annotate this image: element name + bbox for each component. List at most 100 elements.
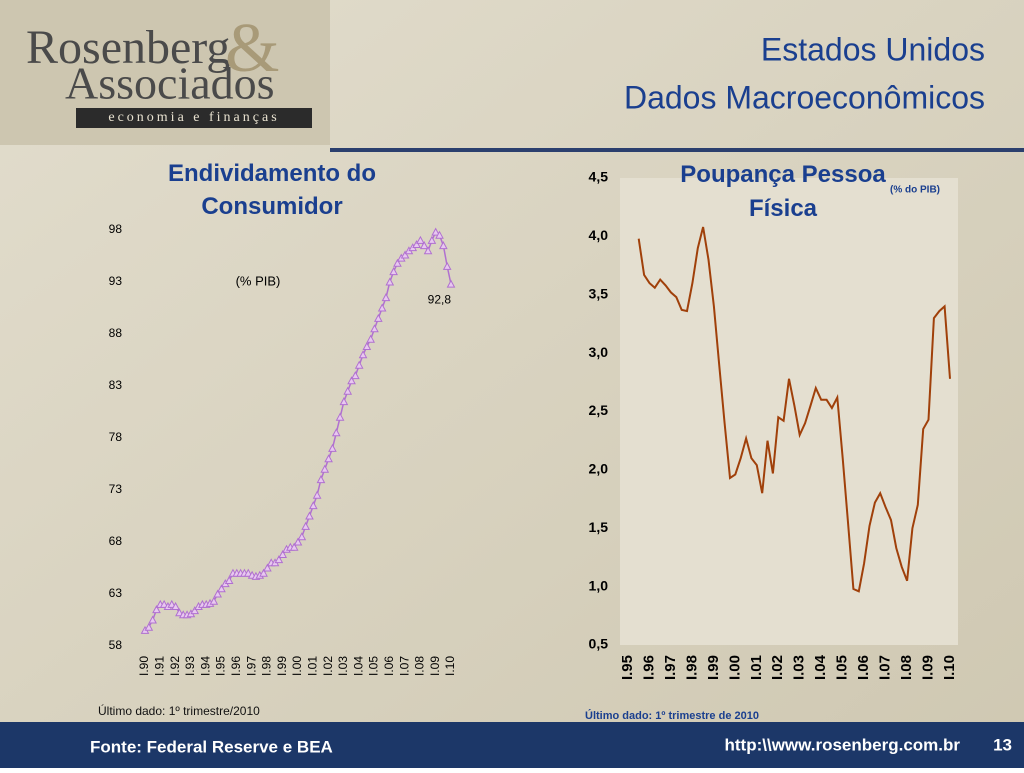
- x-tick-label: I.08: [413, 656, 427, 676]
- logo-tagline: economia e finanças: [108, 110, 279, 125]
- footer-source: Fonte: Federal Reserve e BEA: [90, 737, 333, 756]
- x-tick-label: I.00: [290, 656, 304, 676]
- x-tick-label: I.91: [152, 656, 166, 676]
- y-tick-label: 83: [109, 378, 123, 392]
- x-tick-label: I.02: [769, 655, 786, 680]
- data-point: [423, 246, 433, 255]
- x-tick-label: I.98: [260, 656, 274, 676]
- logo-name: Associados: [65, 58, 275, 109]
- data-point: [328, 443, 337, 452]
- data-point: [442, 261, 452, 270]
- data-point: [167, 599, 177, 608]
- data-point: [263, 563, 272, 572]
- data-point: [293, 537, 303, 546]
- data-point: [389, 267, 398, 276]
- data-point: [412, 240, 421, 249]
- data-point: [224, 575, 234, 584]
- header-rule: [330, 148, 1024, 152]
- data-point: [370, 324, 379, 333]
- data-point: [278, 549, 288, 558]
- data-point: [274, 555, 284, 564]
- data-point: [316, 475, 326, 484]
- x-tick-label: I.94: [198, 656, 212, 676]
- x-tick-label: I.97: [662, 655, 679, 680]
- x-tick-label: I.96: [640, 655, 657, 680]
- x-tick-label: I.05: [834, 655, 851, 680]
- x-tick-label: I.09: [428, 656, 442, 676]
- data-point: [175, 608, 184, 617]
- x-tick-label: I.01: [305, 656, 319, 676]
- data-point: [393, 258, 402, 267]
- x-tick-label: I.95: [214, 656, 228, 676]
- y-tick-label: 4,0: [589, 227, 609, 243]
- chart-title: Endividamento do Consumidor: [168, 160, 376, 220]
- data-point: [305, 511, 314, 520]
- x-tick-label: I.04: [351, 656, 365, 676]
- data-point: [435, 230, 444, 239]
- data-point: [243, 568, 253, 577]
- data-point: [320, 464, 330, 473]
- data-point: [373, 313, 383, 322]
- title: Estados Unidos: [761, 31, 985, 67]
- data-point: [351, 371, 360, 380]
- logo-name: Rosenberg: [26, 21, 230, 74]
- data-point: [358, 350, 368, 359]
- data-point: [171, 601, 180, 610]
- x-tick-label: I.99: [275, 656, 289, 676]
- x-tick-label: I.10: [941, 655, 958, 680]
- data-point: [209, 596, 219, 605]
- data-point: [289, 542, 299, 551]
- data-point: [431, 227, 441, 236]
- value-label: 92,8: [428, 292, 452, 306]
- x-tick-label: I.98: [683, 655, 700, 680]
- x-tick-label: I.06: [382, 656, 396, 676]
- data-point: [301, 521, 310, 530]
- data-point: [331, 428, 341, 437]
- footer-band: [0, 722, 1024, 768]
- data-point: [416, 235, 425, 244]
- chart-title: Poupança Pessoa Física: [680, 161, 886, 222]
- data-point: [259, 568, 268, 577]
- data-point: [377, 303, 387, 312]
- note: Último dado: 1º trimestre/2010: [98, 703, 260, 718]
- chart-subtitle: (% do PIB): [890, 185, 940, 196]
- title: Dados Macroeconômicos: [624, 79, 985, 115]
- x-tick-label: I.01: [748, 655, 765, 680]
- data-point: [427, 235, 437, 244]
- data-point: [144, 622, 154, 631]
- y-tick-label: 98: [109, 222, 123, 236]
- x-tick-label: I.03: [791, 655, 808, 680]
- x-tick-label: I.09: [920, 655, 937, 680]
- x-tick-label: I.97: [244, 656, 258, 676]
- annotation: (% PIB): [236, 273, 281, 288]
- data-point: [190, 606, 200, 615]
- footer-url: http:\\www.rosenberg.com.br: [725, 735, 961, 754]
- x-tick-label: I.08: [898, 655, 915, 680]
- x-tick-label: I.03: [336, 656, 350, 676]
- x-tick-label: I.93: [183, 656, 197, 676]
- data-point: [159, 599, 169, 608]
- data-point: [354, 360, 364, 369]
- page-number: 13: [993, 735, 1012, 754]
- data-point: [347, 376, 356, 385]
- y-tick-label: 1,0: [589, 577, 609, 593]
- data-line: [637, 226, 951, 593]
- x-tick-label: I.07: [877, 655, 894, 680]
- x-tick-label: I.95: [619, 655, 636, 680]
- data-point: [385, 277, 395, 286]
- y-tick-label: 93: [109, 274, 123, 288]
- data-point: [297, 532, 307, 541]
- x-tick-label: I.10: [443, 656, 457, 676]
- y-tick-label: 68: [109, 534, 123, 548]
- x-tick-label: I.04: [812, 654, 829, 680]
- y-tick-label: 73: [109, 482, 123, 496]
- y-tick-label: 1,5: [589, 519, 609, 535]
- y-tick-label: 4,5: [589, 169, 609, 185]
- data-point: [339, 397, 349, 406]
- x-tick-label: I.90: [137, 656, 151, 676]
- y-tick-label: 2,0: [589, 461, 609, 477]
- x-tick-label: I.00: [726, 655, 743, 680]
- data-point: [312, 490, 322, 499]
